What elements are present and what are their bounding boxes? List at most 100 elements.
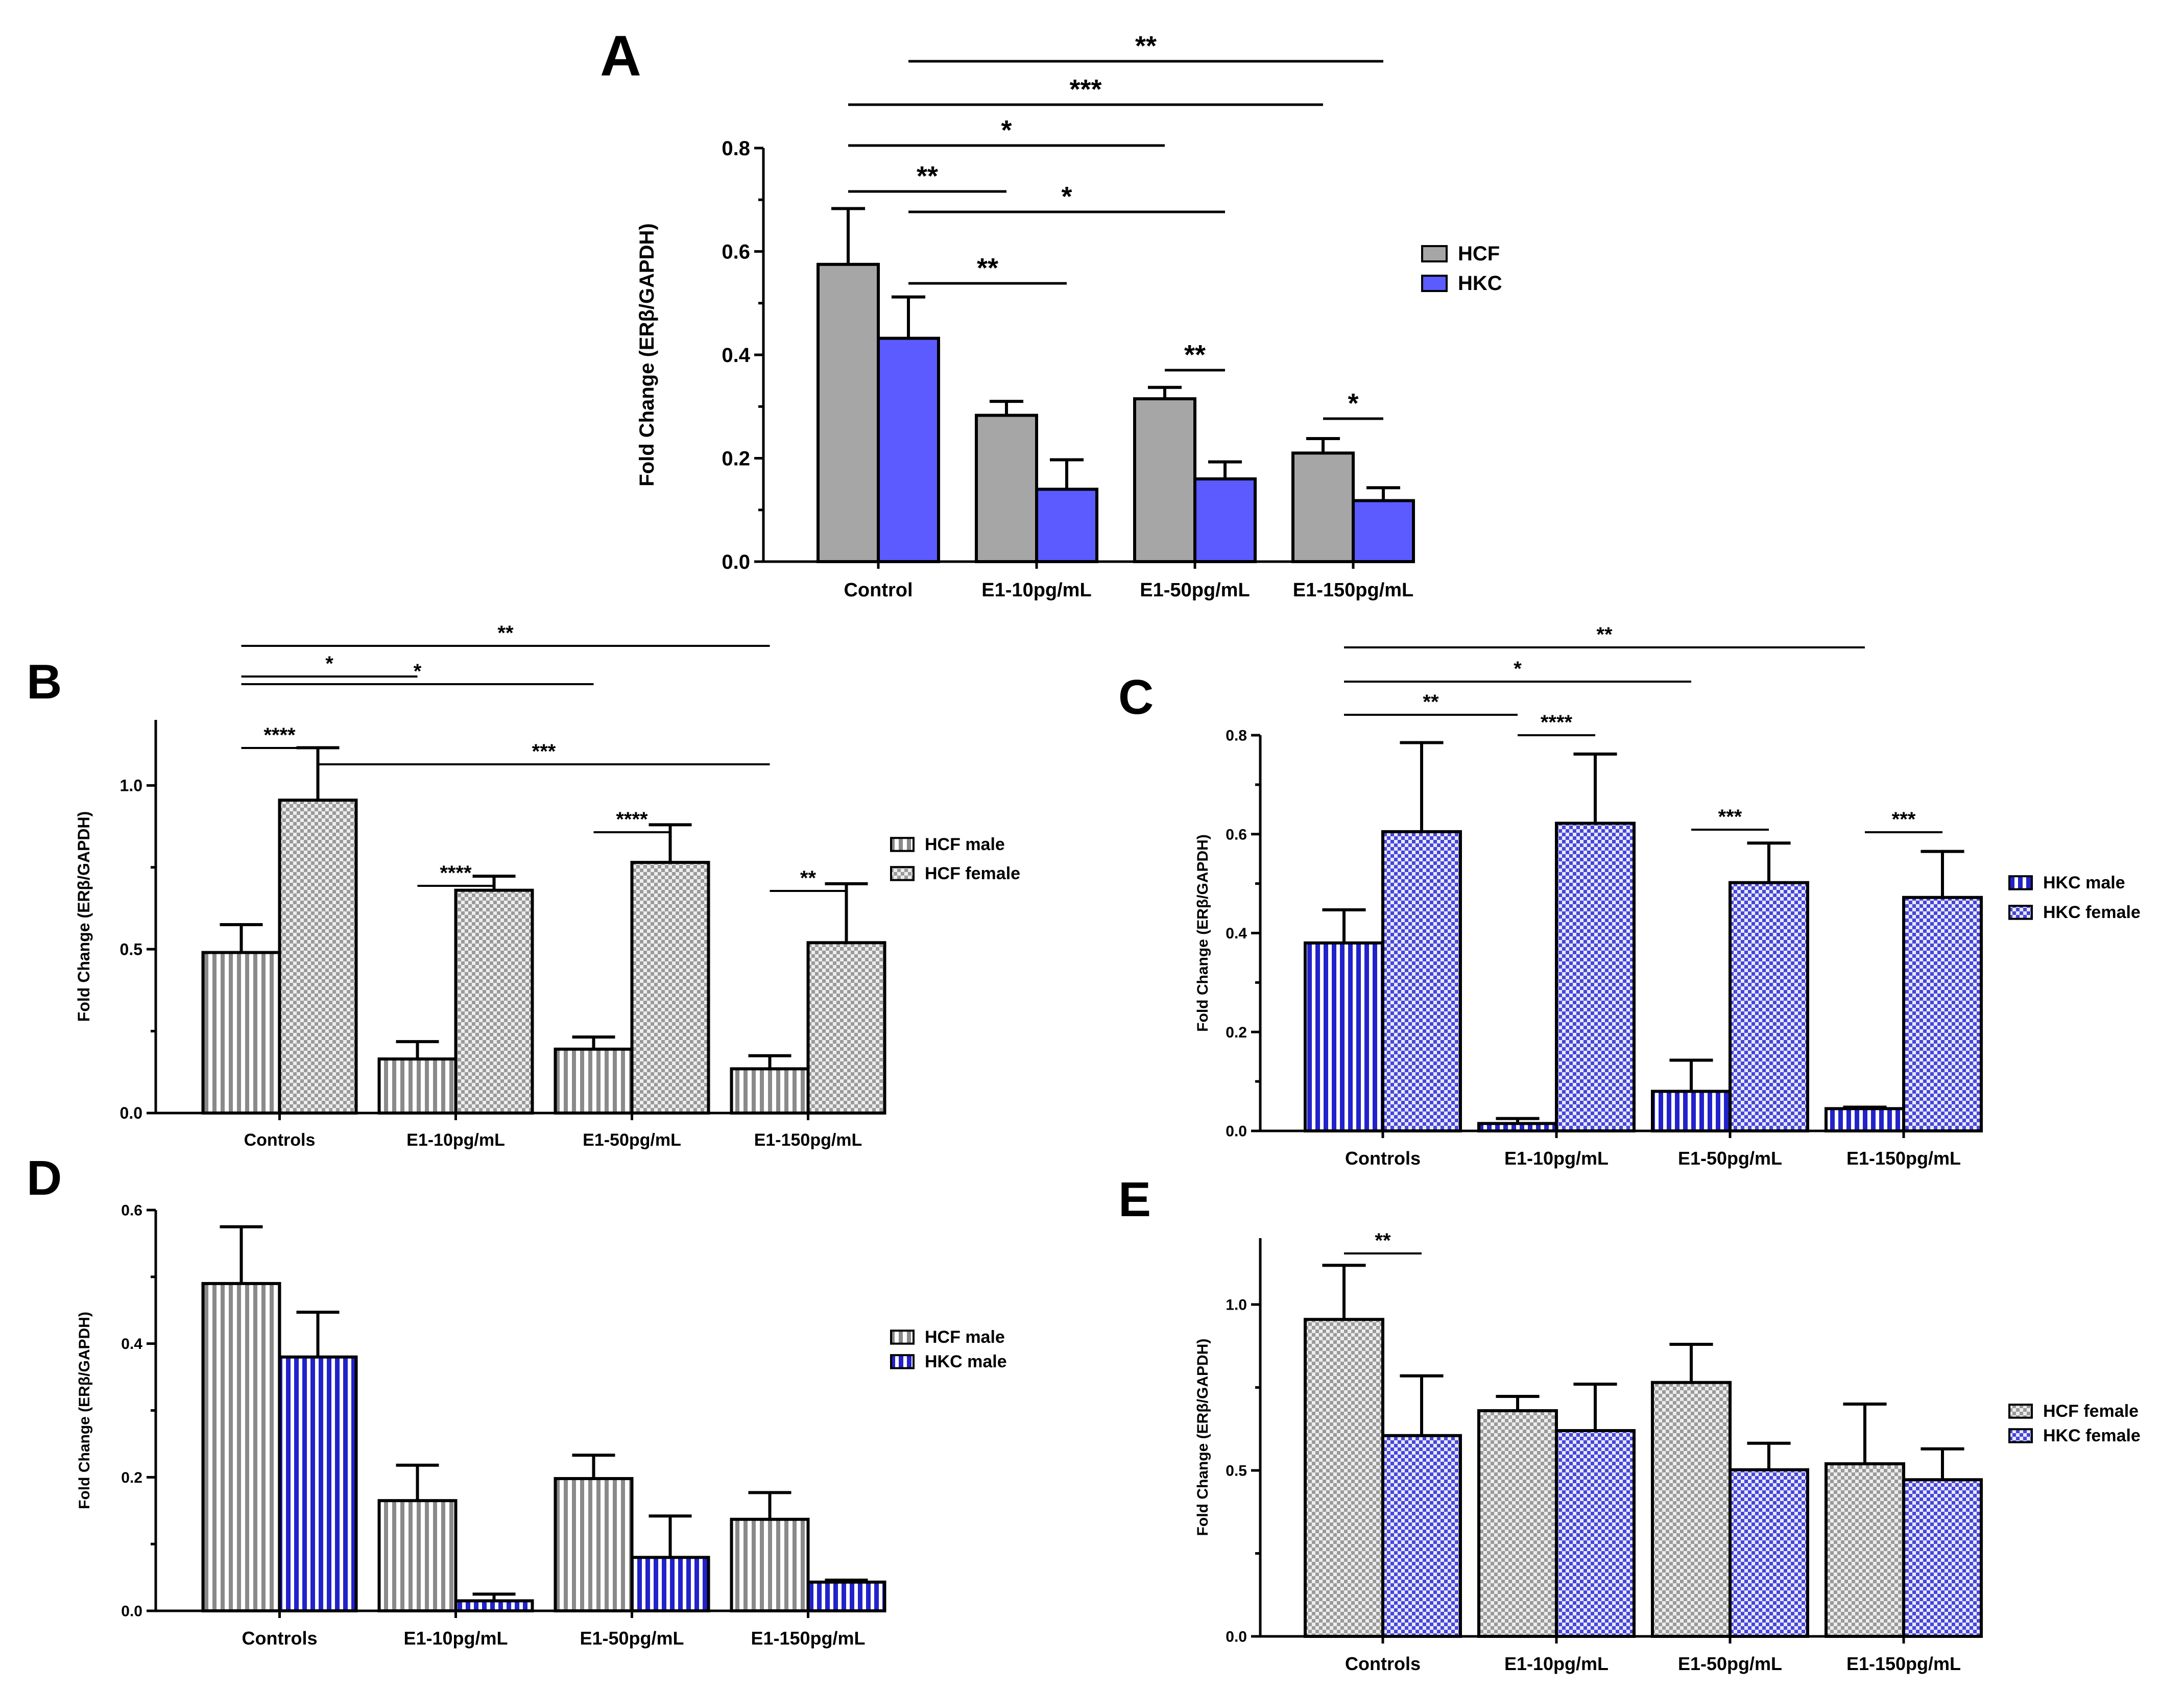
- plot: 0.0 0.5 1.0 Fold Change (ERβ/GAPDH) Controls…: [75, 622, 1020, 1150]
- significance-label: **: [1375, 1229, 1391, 1252]
- bar: [1352, 499, 1415, 564]
- panel-c: C 0.0 0.2 0.4 0.6 0.8 Fold Change (ERβ/GAPDH)…: [1118, 623, 2141, 1169]
- legend-label: HCF male: [925, 1327, 1005, 1347]
- legend-label: HKC male: [2043, 873, 2125, 892]
- x-tick-label: E1-10pg/mL: [406, 1130, 505, 1150]
- legend-swatch: [2008, 1404, 2033, 1419]
- y-tick-label: 0.6: [1226, 826, 1247, 843]
- y-tick-label: 0.8: [722, 137, 750, 160]
- y-axis-label: Fold Change (ERβ/GAPDH): [75, 811, 93, 1022]
- legend-swatch: [1421, 275, 1448, 292]
- significance-label: *: [414, 660, 422, 683]
- x-tick-label: E1-50pg/mL: [583, 1130, 681, 1150]
- legend-swatch: [890, 866, 915, 881]
- legend-swatch: [2008, 905, 2033, 920]
- bar: [1825, 1107, 1905, 1132]
- bar: [877, 336, 940, 563]
- bar: [806, 1580, 886, 1613]
- significance-label: ***: [1892, 808, 1916, 831]
- y-axis-label: Fold Change (ERβ/GAPDH): [1194, 834, 1211, 1032]
- legend-swatch: [2008, 1428, 2033, 1443]
- legend-label: HCF male: [925, 835, 1005, 854]
- bar: [1477, 1409, 1558, 1638]
- panel-letter: D: [27, 1151, 62, 1205]
- x-tick-label: Controls: [1345, 1653, 1421, 1674]
- y-tick-label: 0.6: [722, 241, 750, 263]
- plot: 0.0 0.2 0.4 0.6 0.8 Fold Change (ERβ/GAPDH) Co…: [636, 31, 1502, 601]
- x-tick-label: E1-10pg/mL: [1504, 1148, 1609, 1169]
- bar: [975, 414, 1038, 564]
- bar: [1555, 1429, 1636, 1638]
- significance-label: **: [800, 867, 817, 889]
- x-tick-label: Controls: [1345, 1148, 1421, 1169]
- significance-label: ****: [1541, 711, 1573, 734]
- legend-label: HCF female: [2043, 1402, 2139, 1421]
- panel-letter: B: [27, 655, 62, 709]
- significance-label: **: [917, 161, 938, 191]
- legend-label: HKC male: [925, 1352, 1007, 1371]
- panel-a: A 0.0 0.2 0.4 0.6 0.8 Fold Change (ERβ/GAPDH)…: [600, 24, 1502, 601]
- y-tick-label: 0.0: [722, 551, 750, 573]
- x-tick-label: E1-150pg/mL: [1846, 1148, 1961, 1169]
- plot: 0.0 0.2 0.4 0.6 Fold Change (ERβ/GAPDH) Contr…: [76, 1202, 1007, 1649]
- legend-label: HKC: [1458, 272, 1502, 295]
- y-tick-label: 0.5: [1226, 1463, 1247, 1480]
- x-tick-label: E1-150pg/mL: [1846, 1653, 1961, 1674]
- significance-label: *: [1348, 388, 1358, 419]
- y-tick-label: 0.0: [121, 1603, 142, 1620]
- significance-label: *: [1061, 181, 1072, 212]
- bar: [806, 941, 886, 1115]
- y-tick-label: 0.4: [1226, 925, 1247, 942]
- legend-label: HCF female: [925, 864, 1020, 883]
- y-tick-label: 0.0: [1226, 1629, 1247, 1646]
- y-tick-label: 0.0: [120, 1104, 142, 1122]
- y-tick-label: 0.2: [121, 1469, 142, 1486]
- legend-label: HCF: [1458, 243, 1500, 265]
- bar: [1729, 881, 1809, 1132]
- x-tick-label: E1-150pg/mL: [751, 1628, 865, 1649]
- bar: [201, 951, 281, 1115]
- x-tick-label: E1-50pg/mL: [1678, 1148, 1782, 1169]
- bar: [1304, 1318, 1384, 1638]
- panel-d: D 0.0 0.2 0.4 0.6 Fold Change (ERβ/GAPDH) Con…: [27, 1151, 1007, 1649]
- x-tick-label: E1-50pg/mL: [580, 1628, 684, 1649]
- legend-swatch: [2008, 875, 2033, 890]
- bar: [1825, 1462, 1905, 1638]
- y-axis-label: Fold Change (ERβ/GAPDH): [1194, 1339, 1211, 1536]
- panel-e: E 0.0 0.5 1.0 Fold Change (ERβ/GAPDH) Contro…: [1118, 1172, 2141, 1674]
- plot: 0.0 0.2 0.4 0.6 0.8 Fold Change (ERβ/GAPDH) Co…: [1194, 623, 2141, 1169]
- significance-label: **: [497, 622, 514, 644]
- legend-swatch: [1421, 245, 1448, 262]
- significance-label: **: [1596, 623, 1613, 646]
- y-tick-label: 0.5: [120, 940, 142, 958]
- bar: [377, 1499, 458, 1612]
- y-tick-label: 0.6: [121, 1202, 142, 1219]
- y-tick-label: 1.0: [120, 777, 142, 795]
- significance-label: **: [977, 253, 998, 283]
- x-tick-label: Control: [844, 579, 913, 601]
- bar: [201, 1282, 281, 1613]
- bar: [1902, 1478, 1983, 1638]
- y-axis-label: Fold Change (ERβ/GAPDH): [76, 1312, 93, 1509]
- bar: [377, 1057, 458, 1115]
- y-tick-label: 0.2: [1226, 1024, 1247, 1041]
- bar: [554, 1477, 634, 1612]
- legend-label: HKC female: [2043, 903, 2141, 922]
- bar: [454, 888, 534, 1115]
- bar: [1651, 1381, 1732, 1638]
- x-tick-label: E1-150pg/mL: [1293, 579, 1414, 601]
- bar: [1381, 1434, 1462, 1638]
- significance-label: **: [1135, 31, 1157, 61]
- significance-label: *: [325, 653, 333, 675]
- bar: [1477, 1122, 1558, 1132]
- significance-label: ****: [263, 724, 296, 746]
- panel-letter: E: [1118, 1172, 1151, 1227]
- bar: [630, 1556, 710, 1612]
- legend-swatch: [890, 837, 915, 852]
- y-tick-label: 1.0: [1226, 1297, 1247, 1314]
- bar: [278, 799, 358, 1115]
- significance-label: ***: [532, 740, 556, 763]
- significance-label: **: [1184, 340, 1206, 370]
- y-tick-label: 0.4: [121, 1336, 142, 1352]
